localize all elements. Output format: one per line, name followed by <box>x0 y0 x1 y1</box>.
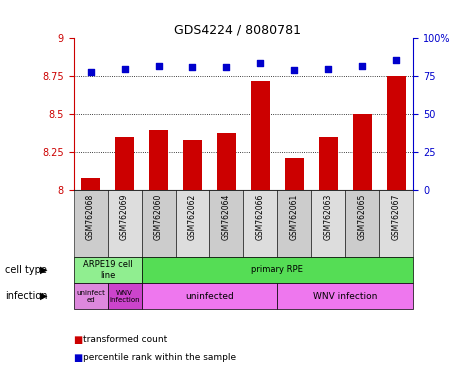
Point <box>155 63 162 69</box>
Bar <box>319 137 338 190</box>
Text: ■: ■ <box>74 353 83 363</box>
FancyBboxPatch shape <box>209 190 243 257</box>
FancyBboxPatch shape <box>74 190 107 257</box>
FancyBboxPatch shape <box>142 283 277 309</box>
Text: ▶: ▶ <box>40 291 48 301</box>
Text: GSM762068: GSM762068 <box>86 194 95 240</box>
Bar <box>115 137 134 190</box>
FancyBboxPatch shape <box>345 190 379 257</box>
Text: GSM762066: GSM762066 <box>256 194 265 240</box>
Text: primary RPE: primary RPE <box>251 265 304 275</box>
Text: GSM762069: GSM762069 <box>120 194 129 240</box>
Text: GSM762062: GSM762062 <box>188 194 197 240</box>
Point <box>324 66 332 72</box>
FancyBboxPatch shape <box>142 190 176 257</box>
Text: infection: infection <box>5 291 47 301</box>
Text: ▶: ▶ <box>40 265 48 275</box>
Bar <box>387 76 406 190</box>
FancyBboxPatch shape <box>142 257 413 283</box>
Point <box>291 67 298 73</box>
Point <box>256 60 264 66</box>
Point <box>121 66 128 72</box>
Text: WNV infection: WNV infection <box>313 291 378 301</box>
Point <box>359 63 366 69</box>
FancyBboxPatch shape <box>107 283 142 309</box>
Text: GSM762067: GSM762067 <box>392 194 401 240</box>
FancyBboxPatch shape <box>312 190 345 257</box>
Text: GSM762063: GSM762063 <box>324 194 333 240</box>
Text: GSM762061: GSM762061 <box>290 194 299 240</box>
FancyBboxPatch shape <box>176 190 209 257</box>
Text: percentile rank within the sample: percentile rank within the sample <box>83 353 236 362</box>
Text: GSM762064: GSM762064 <box>222 194 231 240</box>
Text: ■: ■ <box>74 335 83 345</box>
Text: GSM762065: GSM762065 <box>358 194 367 240</box>
Point <box>392 56 400 63</box>
FancyBboxPatch shape <box>379 190 413 257</box>
FancyBboxPatch shape <box>74 283 107 309</box>
Text: uninfected: uninfected <box>185 291 234 301</box>
Bar <box>251 81 270 190</box>
Bar <box>285 159 304 190</box>
Point <box>223 64 230 70</box>
FancyBboxPatch shape <box>74 257 142 283</box>
Bar <box>353 114 371 190</box>
FancyBboxPatch shape <box>277 283 413 309</box>
Text: transformed count: transformed count <box>83 335 167 344</box>
Text: ARPE19 cell
line: ARPE19 cell line <box>83 260 133 280</box>
Text: uninfect
ed: uninfect ed <box>76 290 105 303</box>
Text: cell type: cell type <box>5 265 47 275</box>
Text: GDS4224 / 8080781: GDS4224 / 8080781 <box>174 23 301 36</box>
Bar <box>183 140 202 190</box>
FancyBboxPatch shape <box>243 190 277 257</box>
Text: WNV
infection: WNV infection <box>109 290 140 303</box>
Bar <box>217 132 236 190</box>
FancyBboxPatch shape <box>107 190 142 257</box>
Text: GSM762060: GSM762060 <box>154 194 163 240</box>
Point <box>189 64 196 70</box>
Bar <box>81 178 100 190</box>
Point <box>87 69 95 75</box>
Bar <box>149 129 168 190</box>
FancyBboxPatch shape <box>277 190 312 257</box>
